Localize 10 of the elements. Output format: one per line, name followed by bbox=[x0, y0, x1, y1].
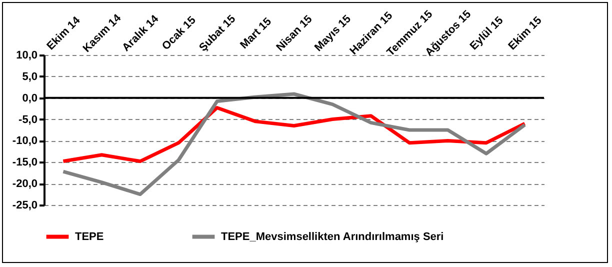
legend-label: TEPE bbox=[75, 230, 104, 243]
legend-label: TEPE_Mevsimsellikten Arındırılmamış Seri bbox=[221, 230, 444, 243]
y-tick-label: -15,0 bbox=[12, 156, 38, 169]
y-tick-label: -25,0 bbox=[12, 200, 38, 212]
y-tick-label: -5,0 bbox=[18, 114, 38, 126]
y-tick-label: 10,0 bbox=[16, 50, 38, 62]
y-tick-label: 5,0 bbox=[22, 70, 38, 83]
y-tick-label: -10,0 bbox=[12, 135, 38, 148]
y-tick-label: -20,0 bbox=[12, 178, 38, 190]
y-tick-label: 0,0 bbox=[22, 92, 38, 104]
